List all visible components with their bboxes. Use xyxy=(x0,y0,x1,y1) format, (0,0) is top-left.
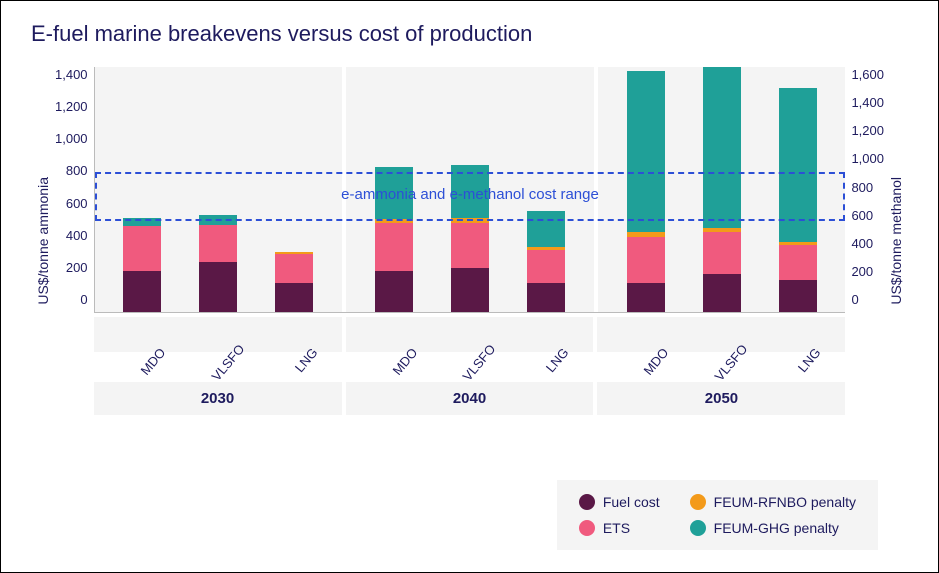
bar xyxy=(123,218,161,312)
legend-label: FEUM-GHG penalty xyxy=(714,520,839,536)
bar-segment-fuel_cost xyxy=(703,274,741,312)
bar xyxy=(703,67,741,312)
group-panel xyxy=(95,67,343,312)
legend-swatch xyxy=(579,520,595,536)
legend-item: FEUM-RFNBO penalty xyxy=(690,494,856,510)
bar-segment-ets xyxy=(779,245,817,279)
y-tick-left: 1,400 xyxy=(55,67,88,82)
xlabel-panel: MDOVLSFOLNG xyxy=(94,317,342,352)
x-axis-label: VLSFO xyxy=(460,345,496,384)
year-label: 2030 xyxy=(94,382,342,415)
xlabel-panel: MDOVLSFOLNG xyxy=(346,317,594,352)
bar-segment-fuel_cost xyxy=(627,283,665,312)
chart-title: E-fuel marine breakevens versus cost of … xyxy=(31,21,908,47)
bar-segment-feum_ghg xyxy=(123,218,161,227)
bar-segment-ets xyxy=(527,250,565,283)
bar xyxy=(199,215,237,312)
bar-segment-ets xyxy=(375,223,413,271)
x-axis-label: LNG xyxy=(788,345,824,384)
xlabel-panel: MDOVLSFOLNG xyxy=(597,317,845,352)
bar-segment-feum_ghg xyxy=(627,71,665,232)
legend-swatch xyxy=(690,494,706,510)
y-tick-right: 1,400 xyxy=(851,95,884,110)
legend-label: Fuel cost xyxy=(603,494,660,510)
y-tick-left: 1,000 xyxy=(55,131,88,146)
bar-segment-ets xyxy=(451,223,489,268)
y-tick-right: 1,200 xyxy=(851,123,884,138)
bar-segment-fuel_cost xyxy=(123,271,161,312)
y-tick-left: 400 xyxy=(55,228,88,243)
bar xyxy=(527,211,565,312)
y-tick-right: 1,000 xyxy=(851,151,884,166)
bar-segment-feum_ghg xyxy=(451,165,489,218)
bar xyxy=(627,71,665,312)
y-tick-right: 0 xyxy=(851,292,884,307)
legend-item: FEUM-GHG penalty xyxy=(690,520,856,536)
bar-segment-ets xyxy=(123,226,161,271)
y-tick-left: 800 xyxy=(55,163,88,178)
bar-segment-fuel_cost xyxy=(451,268,489,313)
y-axis-right-label: US$/tonne methanol xyxy=(884,177,908,305)
bar-segment-fuel_cost xyxy=(375,271,413,312)
bar-segment-feum_ghg xyxy=(779,88,817,242)
plot-area: e-ammonia and e-methanol cost range xyxy=(94,67,846,313)
bar-segment-fuel_cost xyxy=(779,280,817,313)
y-axis-left-label: US$/tonne ammonia xyxy=(31,177,55,305)
y-tick-right: 800 xyxy=(851,180,884,195)
y-tick-left: 600 xyxy=(55,196,88,211)
legend: Fuel cost FEUM-RFNBO penalty ETS FEUM-GHG p… xyxy=(557,480,878,550)
bar xyxy=(275,252,313,312)
bar-segment-feum_ghg xyxy=(527,211,565,247)
x-axis-category-row: MDOVLSFOLNGMDOVLSFOLNGMDOVLSFOLNG xyxy=(94,317,846,352)
bar-segment-fuel_cost xyxy=(527,283,565,312)
y-tick-left: 200 xyxy=(55,260,88,275)
year-label: 2040 xyxy=(346,382,594,415)
bar-segment-ets xyxy=(275,254,313,283)
bar xyxy=(451,165,489,312)
x-axis-year-row: 203020402050 xyxy=(94,382,846,415)
y-tick-right: 1,600 xyxy=(851,67,884,82)
legend-swatch xyxy=(690,520,706,536)
chart-area: US$/tonne ammonia 1,400 1,200 1,000 800 600 4… xyxy=(31,67,908,415)
y-axis-right-ticks: 1,600 1,400 1,200 1,000 800 600 400 200 0 xyxy=(845,67,884,307)
group-panel xyxy=(346,67,594,312)
y-tick-left: 0 xyxy=(55,292,88,307)
x-axis-label: VLSFO xyxy=(208,345,244,384)
bar-segment-feum_ghg xyxy=(375,167,413,218)
bar-segment-feum_ghg xyxy=(703,67,741,228)
bar-segment-ets xyxy=(627,237,665,283)
bar xyxy=(779,88,817,313)
legend-item: Fuel cost xyxy=(579,494,660,510)
bar-segment-fuel_cost xyxy=(199,262,237,312)
y-tick-right: 400 xyxy=(851,236,884,251)
x-axis-label: LNG xyxy=(536,345,572,384)
x-axis-label: MDO xyxy=(132,345,168,384)
y-tick-right: 200 xyxy=(851,264,884,279)
bar-segment-feum_ghg xyxy=(199,215,237,224)
y-tick-left: 1,200 xyxy=(55,99,88,114)
y-axis-left-ticks: 1,400 1,200 1,000 800 600 400 200 0 xyxy=(55,67,94,307)
group-panel xyxy=(598,67,846,312)
year-label: 2050 xyxy=(597,382,845,415)
legend-swatch xyxy=(579,494,595,510)
bar-segment-ets xyxy=(703,232,741,274)
bar-segment-ets xyxy=(199,225,237,263)
x-axis-label: VLSFO xyxy=(712,345,748,384)
x-axis-label: LNG xyxy=(284,345,320,384)
x-axis-label: MDO xyxy=(384,345,420,384)
legend-label: ETS xyxy=(603,520,630,536)
legend-item: ETS xyxy=(579,520,660,536)
x-axis-label: MDO xyxy=(636,345,672,384)
bar-segment-fuel_cost xyxy=(275,283,313,312)
bar xyxy=(375,167,413,312)
legend-label: FEUM-RFNBO penalty xyxy=(714,494,856,510)
y-tick-right: 600 xyxy=(851,208,884,223)
